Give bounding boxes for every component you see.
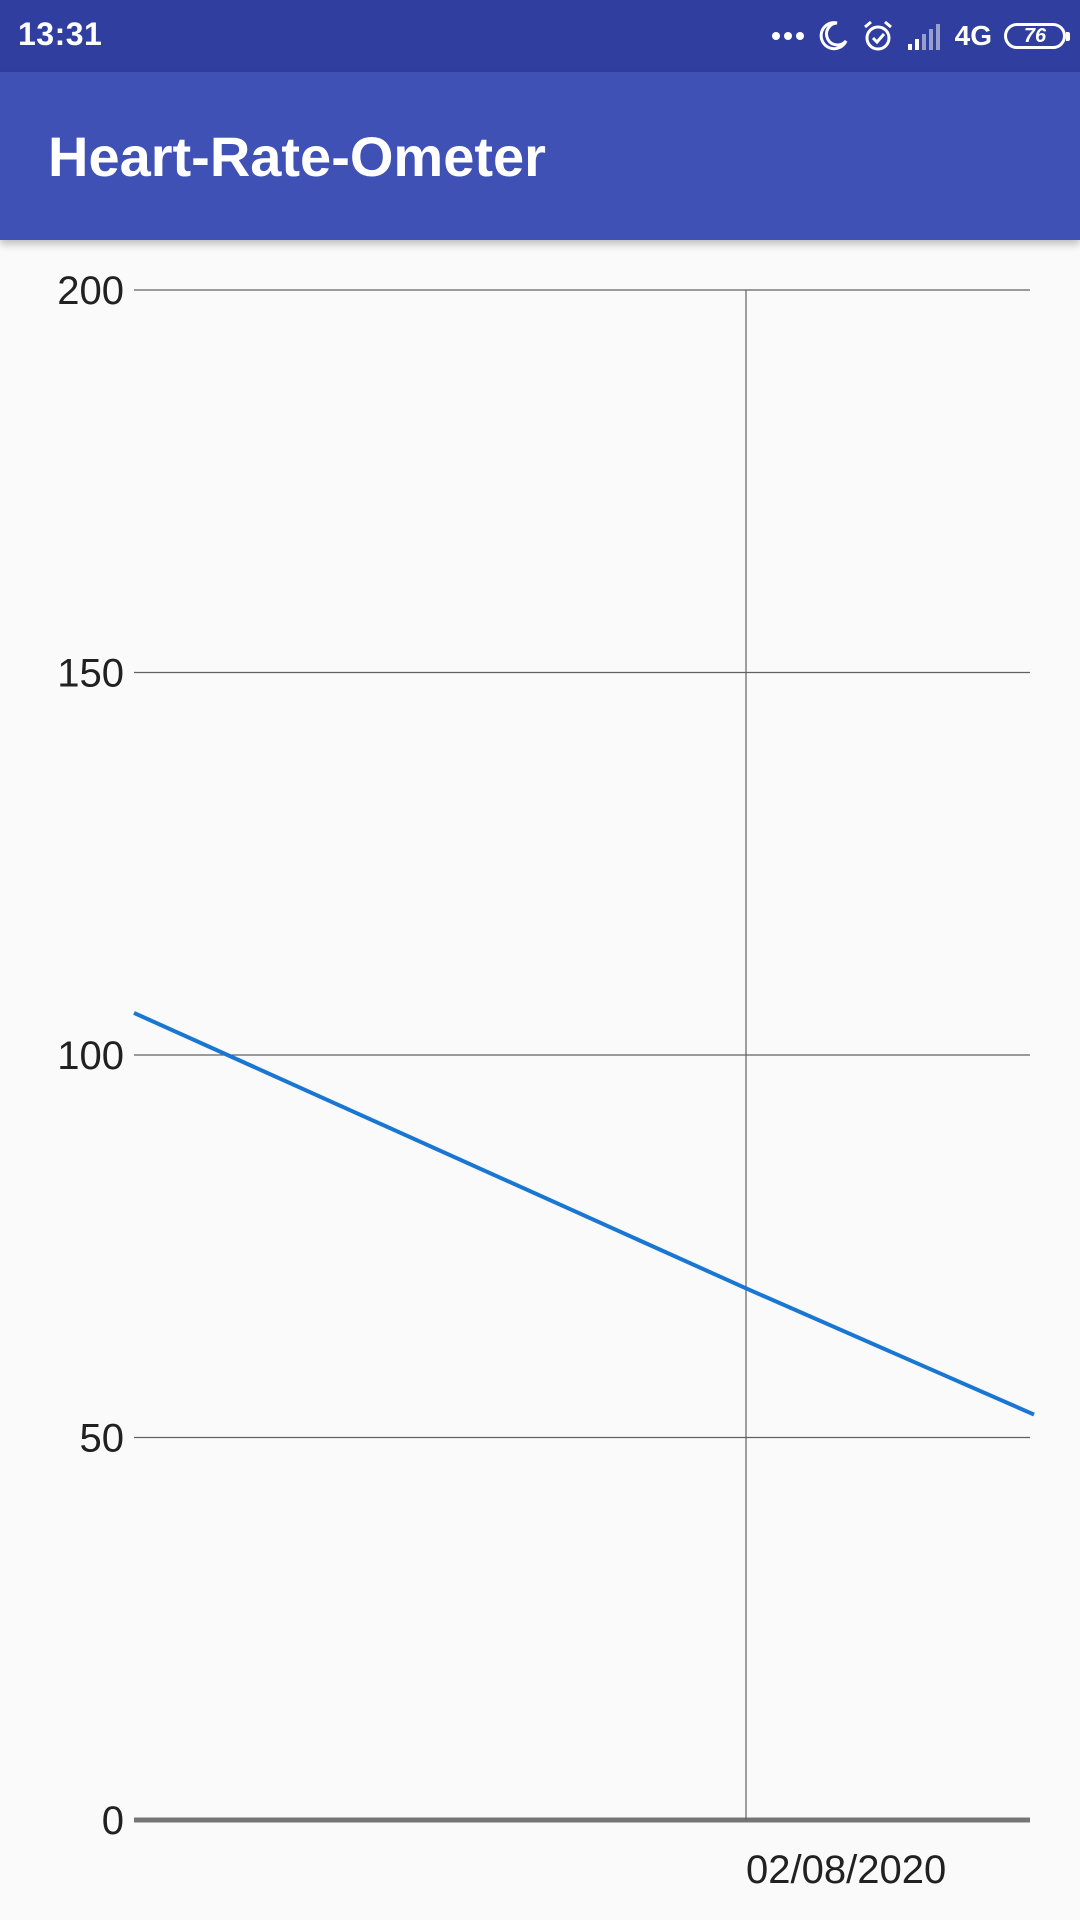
moon-icon [817,20,849,52]
network-4g-icon: 4G [954,20,992,51]
x-tick-label-0: 02/08/2020 [746,1848,946,1892]
heart-rate-chart-svg: 0 50 100 150 200 02/08/2020 [57,269,1035,1892]
status-bar: 13:31 [0,0,1080,72]
app-bar: Heart-Rate-Ometer [0,72,1080,240]
series-line-0 [133,1011,1035,1417]
app-title: Heart-Rate-Ometer [48,125,546,188]
signal-icon [907,22,943,50]
alarm-icon [861,19,895,53]
heart-rate-chart: 0 50 100 150 200 02/08/2020 [0,240,1080,1920]
status-icons: 4G 76 [771,14,1070,58]
y-tick-label-150: 150 [57,652,124,696]
more-dots-icon [771,30,805,42]
y-tick-label-50: 50 [80,1417,125,1461]
y-tick-label-100: 100 [57,1034,124,1078]
battery-level: 76 [1023,25,1047,47]
y-tick-label-0: 0 [102,1799,124,1843]
y-tick-label-200: 200 [57,269,124,313]
battery-icon: 76 [1004,23,1070,49]
status-time: 13:31 [18,16,103,52]
